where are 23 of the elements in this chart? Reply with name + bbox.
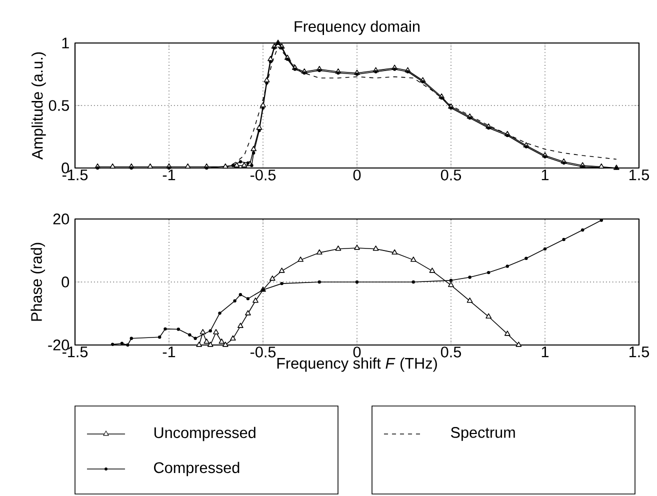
x-tick-label: 0.5: [440, 170, 462, 180]
x-tick-label: 0: [353, 346, 361, 358]
x-tick-label: -0.5: [250, 170, 276, 180]
x-tick-label: 1.5: [630, 346, 650, 358]
y-tick-label: 0: [62, 276, 70, 288]
x-tick-label: 1: [542, 346, 549, 358]
x-tick-label: 0: [353, 170, 361, 180]
chart-title: Frequency domain: [294, 20, 420, 35]
legend-label: Compressed: [154, 462, 240, 476]
x-tick-label: -0.5: [250, 346, 276, 358]
x-tick-label: 0.5: [440, 346, 462, 358]
y-axis-title: Amplitude (a.u.): [32, 52, 46, 160]
legend-label: Spectrum: [450, 427, 515, 441]
y-tick-label: 1: [62, 38, 69, 48]
y-tick-label: 20: [53, 214, 70, 224]
x-axis-title: Frequency shift F (THz): [277, 357, 437, 372]
y-tick-label: 0.5: [48, 100, 69, 111]
y-axis-title: Phase (rad): [30, 242, 45, 321]
x-tick-label: 1: [542, 170, 549, 180]
x-tick-label: 1.5: [630, 170, 650, 180]
legend-label: Uncompressed: [154, 426, 256, 442]
x-tick-label: -1: [162, 346, 176, 358]
x-tick-label: -1: [162, 170, 176, 180]
